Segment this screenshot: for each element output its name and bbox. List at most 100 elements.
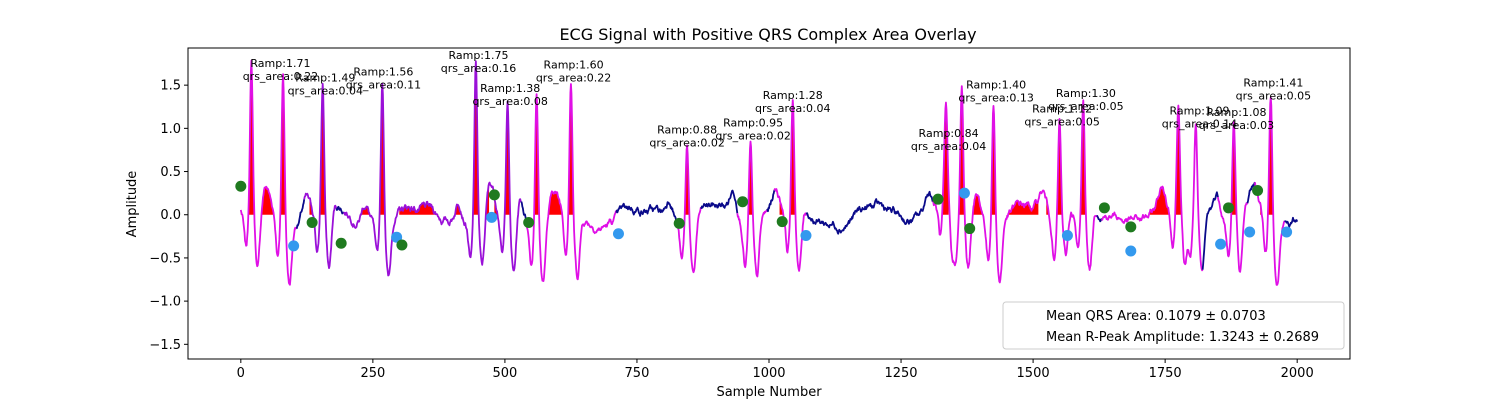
- r-amp-annotation: Ramp:1.49: [295, 72, 355, 85]
- qrs-area-annotation: qrs_area:0.16: [441, 62, 516, 75]
- qrs-area-annotation: qrs_area:0.08: [472, 95, 547, 108]
- legend: Mean QRS Area: 0.1079 ± 0.0703 Mean R-Pe…: [1002, 301, 1345, 350]
- qrs-area-annotation: qrs_area:0.13: [958, 91, 1033, 104]
- qrs-offset-marker: [800, 229, 812, 241]
- qrs-offset-marker: [612, 228, 624, 240]
- qrs-area-annotation: qrs_area:0.22: [243, 70, 318, 83]
- qrs-area-annotation: qrs_area:0.05: [1048, 100, 1123, 113]
- r-amp-annotation: Ramp:1.41: [1243, 77, 1303, 90]
- qrs-area-annotation: qrs_area:0.02: [649, 136, 724, 149]
- ecg-signal-segment: [1246, 181, 1256, 204]
- ecg-signal-segment: [520, 201, 527, 221]
- qrs-onset-marker: [932, 193, 944, 205]
- qrs-offset-marker: [1061, 229, 1073, 241]
- ecg-signal-segment: [1284, 216, 1299, 228]
- x-axis-label: Sample Number: [716, 385, 822, 400]
- qrs-onset-marker: [523, 217, 535, 229]
- axes: 0 250 500 750 1000 1250 1500 1750 2000 −1.5 −1.0 −0…: [149, 79, 1313, 381]
- qrs-onset-marker: [235, 180, 247, 192]
- qrs-offset-marker: [1215, 238, 1227, 250]
- ecg-signal-segment: [773, 99, 808, 272]
- qrs-offset-marker: [391, 231, 403, 243]
- r-amp-annotation: Ramp:1.38: [480, 82, 540, 95]
- x-tick-label: 0: [237, 366, 245, 381]
- ecg-signal-segment: [932, 85, 1098, 284]
- qrs-onset-marker: [396, 239, 408, 251]
- y-tick-label: 1.5: [160, 79, 181, 94]
- r-amp-annotation: Ramp:1.30: [1056, 87, 1116, 100]
- r-amp-annotation: Ramp:1.12: [1032, 103, 1092, 116]
- y-tick-label: 0.0: [160, 208, 181, 223]
- qrs-area-annotation: qrs_area:0.14: [1162, 117, 1237, 130]
- qrs-offset-marker: [1125, 245, 1137, 257]
- qrs-area-annotation: qrs_area:0.04: [911, 140, 986, 153]
- qrs-offset-marker: [288, 240, 300, 252]
- qrs-area-fill: [1075, 100, 1086, 215]
- qrs-onset-marker: [964, 223, 976, 235]
- r-amp-annotation: Ramp:0.95: [723, 116, 783, 129]
- qrs-onset-marker: [737, 196, 749, 208]
- r-amp-annotation: Ramp:0.84: [919, 127, 979, 140]
- y-tick-label: 1.0: [160, 122, 181, 137]
- ecg-signal-segment: [1254, 96, 1286, 286]
- y-axis-label: Amplitude: [125, 171, 140, 238]
- qrs-area-annotation: qrs_area:0.22: [536, 72, 611, 85]
- plot-area: Ramp:1.71qrs_area:0.22Ramp:1.49qrs_area:…: [235, 49, 1311, 286]
- qrs-onset-marker: [1098, 202, 1110, 214]
- ecg-signal-segment: [766, 190, 776, 213]
- r-amp-annotation: Ramp:1.09: [1169, 104, 1229, 117]
- ecg-signal-segment: [736, 140, 768, 278]
- r-amp-annotation: Ramp:1.75: [448, 49, 508, 62]
- ecg-signal-segment: [676, 144, 702, 274]
- x-tick-label: 500: [492, 366, 517, 381]
- ecg-signal-segment: [615, 201, 678, 223]
- r-amp-annotation: Ramp:1.60: [544, 59, 604, 72]
- qrs-onset-marker: [335, 237, 347, 249]
- qrs-onset-marker: [1252, 185, 1264, 197]
- legend-entry-qrs-area: Mean QRS Area: 0.1079 ± 0.0703: [1046, 309, 1266, 324]
- x-tick-label: 250: [360, 366, 385, 381]
- qrs-onset-marker: [488, 189, 500, 201]
- x-tick-label: 750: [625, 366, 650, 381]
- legend-box: [1002, 301, 1345, 350]
- y-tick-label: −1.0: [149, 295, 181, 310]
- qrs-area-fill: [938, 102, 949, 215]
- qrs-area-annotation: qrs_area:0.04: [755, 102, 830, 115]
- qrs-onset-marker: [673, 217, 685, 229]
- qrs-offset-marker: [1281, 226, 1293, 238]
- x-tick-label: 1250: [884, 366, 917, 381]
- x-tick-label: 1000: [752, 366, 785, 381]
- r-amp-annotation: Ramp:0.88: [657, 123, 717, 136]
- qrs-area-annotation: qrs_area:0.02: [715, 129, 790, 142]
- ecg-signal-segment: [1101, 104, 1204, 272]
- qrs-offset-marker: [486, 211, 498, 223]
- qrs-onset-marker: [1125, 221, 1137, 233]
- qrs-area-annotation: qrs_area:0.04: [288, 85, 363, 98]
- r-amp-annotation: Ramp:1.56: [353, 65, 413, 78]
- ecg-signal-segment: [343, 60, 522, 277]
- r-amp-annotation: Ramp:1.28: [763, 89, 823, 102]
- qrs-area-annotation: qrs_area:0.05: [1236, 90, 1311, 103]
- x-tick-label: 1750: [1149, 366, 1182, 381]
- qrs-area-annotation: qrs_area:0.05: [1024, 116, 1099, 129]
- ecg-signal-segment: [295, 199, 306, 229]
- ecg-signal-segment: [700, 189, 739, 214]
- qrs-offset-marker: [1244, 226, 1256, 238]
- ecg-signal-segment: [1201, 191, 1219, 270]
- ecg-signal-segment: [239, 59, 298, 286]
- x-tick-label: 2000: [1281, 366, 1314, 381]
- y-tick-label: −1.5: [149, 338, 181, 353]
- qrs-area-annotation: qrs_area:0.03: [1199, 119, 1274, 132]
- ecg-signal-segment: [335, 205, 345, 215]
- y-tick-label: −0.5: [149, 251, 181, 266]
- y-tick-label: 0.5: [160, 165, 181, 180]
- ecg-signal-segment: [1217, 121, 1249, 273]
- chart-title: ECG Signal with Positive QRS Complex Are…: [559, 25, 976, 44]
- qrs-onset-marker: [1223, 202, 1235, 214]
- qrs-onset-marker: [306, 217, 318, 229]
- ecg-signal-segment: [303, 82, 338, 270]
- legend-entry-r-peak: Mean R-Peak Amplitude: 1.3243 ± 0.2689: [1046, 330, 1319, 345]
- x-tick-label: 1500: [1017, 366, 1050, 381]
- qrs-area-annotation: qrs_area:0.11: [346, 78, 421, 91]
